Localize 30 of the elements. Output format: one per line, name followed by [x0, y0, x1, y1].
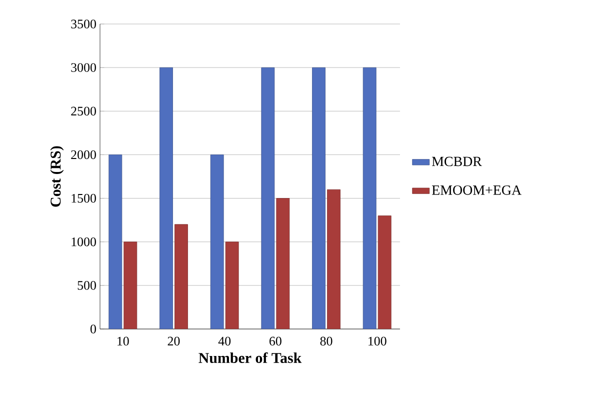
bar: [160, 67, 173, 329]
bar: [276, 198, 290, 329]
x-tick-label: 80: [320, 336, 332, 346]
bar: [378, 216, 392, 329]
y-tick-label: 1500: [72, 194, 96, 203]
y-tick-label: 2000: [71, 150, 96, 160]
x-tick-label: 20: [168, 336, 180, 346]
y-tick-label: 0: [90, 324, 96, 334]
legend-label: EMOOM+EGA: [432, 185, 522, 195]
x-axis-title: Number of Task: [198, 352, 302, 364]
bar: [174, 224, 188, 329]
bar: [225, 242, 239, 329]
y-tick-label: 2500: [71, 106, 96, 116]
y-axis-title: Cost (RS): [50, 146, 64, 207]
y-tick-label: 3500: [71, 20, 96, 28]
bar: [362, 67, 376, 329]
bar: [312, 67, 326, 329]
legend-label: MCBDR: [432, 156, 482, 166]
y-tick-label: 3000: [71, 63, 96, 72]
y-tick-label: 500: [78, 281, 96, 290]
bar: [124, 242, 138, 329]
bar: [108, 154, 122, 329]
bar: [327, 189, 340, 329]
y-tick-label: 1000: [72, 237, 96, 246]
x-tick-label: 10: [118, 336, 129, 346]
x-tick-label: 60: [270, 336, 282, 346]
x-tick-label: 100: [368, 336, 386, 346]
bar: [210, 154, 224, 329]
bar: [261, 67, 275, 329]
x-tick-label: 40: [218, 336, 231, 346]
